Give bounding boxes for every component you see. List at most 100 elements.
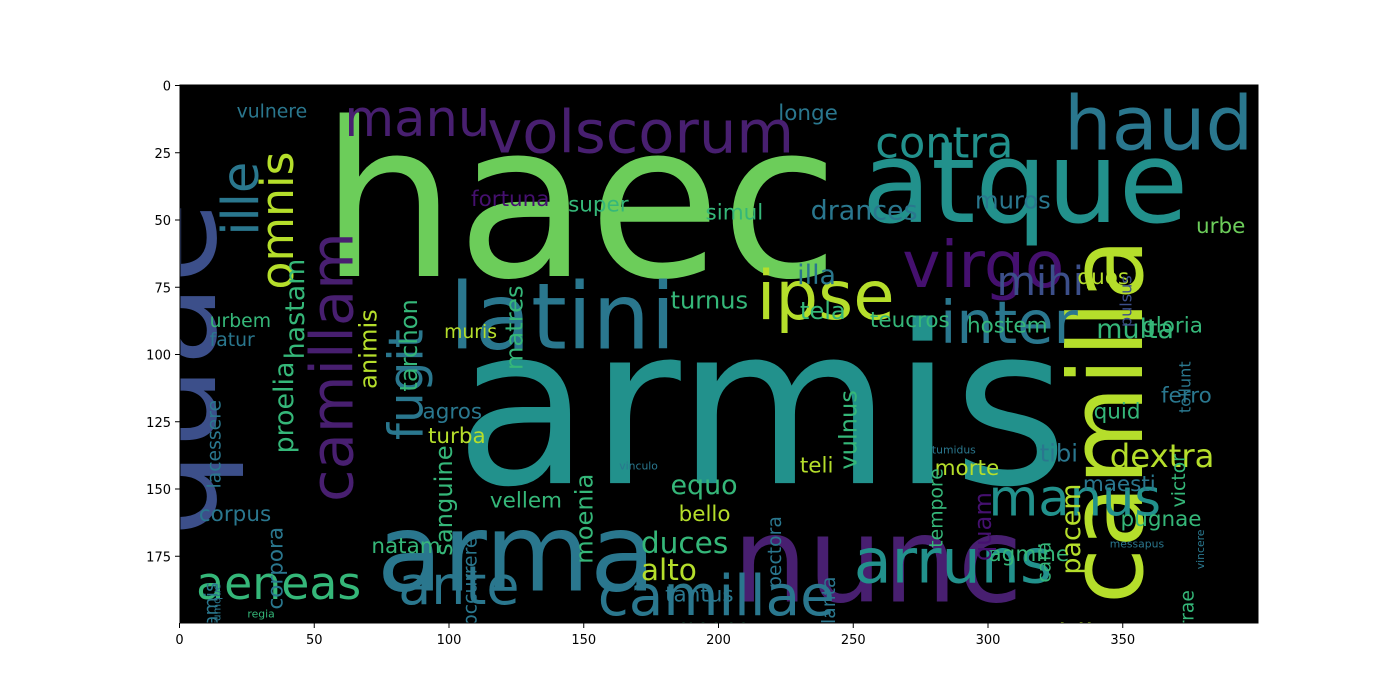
x-tick-label: 100 — [437, 633, 462, 648]
word-ille: ille — [212, 162, 271, 236]
x-tick-label: 200 — [706, 633, 731, 648]
word-moenia: moenia — [570, 474, 598, 564]
word-omnis: omnis — [251, 152, 304, 290]
word-manu: manu — [344, 90, 490, 149]
word-pallanta: pallanta — [819, 576, 840, 652]
word-urbe: urbe — [1196, 214, 1245, 239]
y-axis: 0 25 50 75 100 125 150 175 — [146, 80, 180, 565]
word-muros: muros — [975, 187, 1051, 215]
word-pulsus: pulsus — [1116, 275, 1135, 327]
word-fatur: fatur — [210, 330, 255, 351]
word-tollunt: tollunt — [1176, 361, 1195, 413]
y-tick-label: 0 — [163, 80, 171, 95]
word-maesti: maesti — [1083, 472, 1156, 497]
word-victor: victor — [1169, 454, 1190, 508]
word-tempore: tempore — [927, 468, 948, 548]
word-pacem: pacem — [1056, 484, 1087, 575]
word-super: super — [568, 192, 629, 217]
word-arruns: arruns — [854, 526, 1052, 598]
word-tela: tela — [800, 297, 846, 325]
word-teucros: teucros — [870, 308, 950, 333]
word-tumidus: tumidus — [932, 444, 976, 457]
x-tick-label: 250 — [841, 633, 866, 648]
word-bello: bello — [679, 502, 731, 527]
word-pater: pater — [676, 663, 733, 688]
word-inter: inter — [940, 288, 1079, 357]
x-axis: 0 50 100 150 200 250 300 350 — [175, 623, 1135, 648]
plot-area-background — [180, 85, 1258, 623]
word-terrae: terrae — [1177, 590, 1198, 647]
word-muris: muris — [444, 322, 497, 343]
word-tantus: tantus — [665, 582, 734, 607]
word-nunc: nunc — [732, 491, 1022, 629]
word-contra: contra — [875, 119, 1013, 169]
word-proelia: proelia — [269, 362, 300, 454]
word-simul: simul — [706, 201, 764, 226]
word-aeneas: aeneas — [196, 557, 361, 610]
word-turnus: turnus — [670, 286, 748, 314]
word-quid: quid — [1094, 400, 1141, 425]
word-teli: teli — [800, 453, 834, 478]
y-tick-label: 100 — [146, 349, 171, 364]
word-lacessere: lacessere — [204, 400, 225, 489]
word-volscorum: volscorum — [487, 97, 794, 166]
word-occurrere: occurrere — [460, 537, 481, 626]
word-morte: morte — [935, 456, 1000, 481]
word-aurumque: aurumque — [210, 583, 223, 639]
word-arma: arma — [377, 492, 656, 617]
word-vulnere: vulnere — [237, 101, 308, 122]
y-tick-label: 50 — [154, 214, 171, 229]
word-ipse: ipse — [757, 257, 895, 335]
word-haud: haud — [1064, 80, 1253, 168]
word-fortuna: fortuna — [471, 187, 549, 212]
word-squamis: squamis — [202, 582, 223, 660]
word-illa: illa — [797, 260, 836, 291]
word-mihi: mihi — [997, 257, 1084, 305]
word-alto: alto — [641, 553, 697, 587]
x-tick-label: 50 — [306, 633, 323, 648]
word-corpora: corpora — [263, 527, 288, 610]
word-drances: drances — [811, 196, 918, 227]
word-neque: neque — [1059, 682, 1143, 700]
word-quem: quem — [476, 677, 530, 698]
word-agmine: agmine — [989, 542, 1070, 567]
word-quam: quam — [969, 492, 997, 561]
word-fugit: fugit — [379, 329, 435, 440]
word-camillae: camillae — [598, 564, 835, 629]
word-cecidisse: cecidisse — [1007, 618, 1142, 652]
word-equo: equo — [670, 470, 737, 501]
word-armis: armis — [455, 279, 1068, 536]
y-tick-label: 150 — [146, 483, 171, 498]
word-vellem: vellem — [490, 488, 562, 513]
x-tick-label: 300 — [976, 633, 1001, 648]
word-quos: quos — [1077, 265, 1129, 290]
word-natam: natam — [371, 534, 440, 559]
word-ferro: ferro — [1161, 383, 1212, 408]
word-gloria: gloria — [1142, 313, 1203, 338]
word-messapus: messapus — [1110, 538, 1165, 551]
word-bellum: bellum — [1040, 650, 1132, 681]
word-matres: matres — [500, 285, 528, 370]
word-tibi: tibi — [1040, 440, 1078, 468]
x-tick-label: 0 — [175, 633, 183, 648]
word-animis: animis — [355, 309, 383, 389]
word-latini: latini — [450, 264, 676, 371]
word-camilla: camilla — [1048, 238, 1167, 604]
word-agros: agros — [423, 400, 483, 425]
word-virgo: virgo — [902, 228, 1064, 303]
word-cara: cara — [1034, 542, 1055, 583]
x-tick-label: 350 — [1110, 633, 1135, 648]
word-pectora: pectora — [765, 516, 786, 588]
word-hastam: hastam — [280, 259, 311, 360]
word-sanguine: sanguine — [430, 445, 458, 555]
word-pugnae: pugnae — [1121, 507, 1202, 532]
word-atque: atque — [862, 117, 1188, 249]
word-corpus: corpus — [199, 502, 271, 527]
y-tick-label: 75 — [154, 281, 171, 296]
word-dextra: dextra — [1110, 437, 1215, 475]
word-tarchon: tarchon — [395, 299, 423, 391]
word-ante: ante — [398, 554, 519, 617]
word-manus: manus — [989, 469, 1161, 528]
